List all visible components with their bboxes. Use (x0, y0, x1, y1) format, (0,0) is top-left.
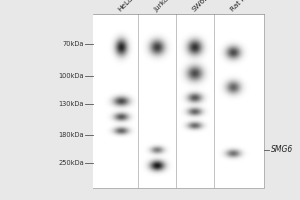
Text: Jurkat: Jurkat (153, 0, 172, 13)
Text: 130kDa: 130kDa (58, 101, 84, 107)
Text: SMG6: SMG6 (271, 145, 293, 154)
Text: HeLa: HeLa (117, 0, 134, 13)
Text: SW620: SW620 (190, 0, 213, 13)
Bar (93, 14, 264, 188)
Text: 180kDa: 180kDa (58, 132, 84, 138)
Text: 250kDa: 250kDa (58, 160, 84, 166)
Text: 100kDa: 100kDa (58, 73, 84, 79)
Text: Rat liver: Rat liver (229, 0, 254, 13)
Text: 70kDa: 70kDa (62, 41, 84, 47)
